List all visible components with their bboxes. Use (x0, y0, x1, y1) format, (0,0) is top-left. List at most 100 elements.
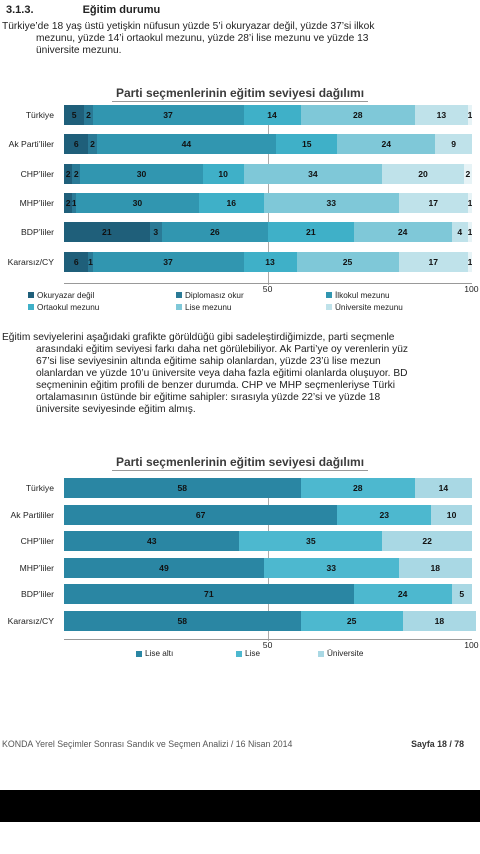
x-tick-label: 100 (464, 640, 479, 650)
bar-segment: 14 (414, 478, 472, 498)
category-label: CHP’liler (20, 168, 54, 179)
legend-label: Lise (245, 649, 261, 658)
category-label: Ak Parti’liler (8, 139, 54, 150)
bar-segment: 1 (467, 105, 472, 125)
legend-item: Ortaokul mezunu (28, 303, 99, 312)
legend-item: Üniversite (318, 649, 363, 658)
category-label: Türkiye (25, 110, 54, 120)
bar-segment: 1 (467, 192, 472, 213)
category-label: MHP’liler (19, 562, 54, 573)
bar-segment: 35 (239, 531, 383, 551)
bar-segment: 37 (92, 251, 244, 272)
bar-segment: 28 (300, 478, 415, 498)
x-axis (64, 282, 472, 284)
bar-segment: 58 (64, 610, 301, 631)
black-band (0, 790, 480, 822)
bar-segment: 2 (463, 163, 472, 184)
bar-segment: 1 (467, 251, 472, 272)
bar-segment: 25 (296, 251, 399, 272)
legend-label: Lise mezunu (185, 302, 232, 312)
category-label: CHP’liler (20, 536, 54, 546)
bar-segment: 3 (149, 222, 162, 243)
paragraph-line: seçmeninin eğitim profili de benzer duru… (36, 380, 395, 391)
bar-segment: 17 (398, 251, 468, 272)
paragraph-line: Türkiye’de 18 yaş üstü yetişkin nüfusun … (2, 21, 375, 32)
bar-segment: 30 (80, 163, 203, 184)
legend-swatch (28, 292, 34, 299)
x-tick-label: 100 (464, 283, 479, 294)
bar-segment: 1 (72, 192, 77, 213)
bar-segment: 25 (300, 610, 403, 631)
bar-segment: 34 (243, 163, 383, 184)
bar-segment: 30 (76, 192, 199, 213)
bar-segment: 6 (64, 134, 89, 155)
bar-segment: 5 (64, 105, 85, 125)
legend-item: İlkokul mezunu (326, 291, 390, 300)
legend-label: Üniversite (327, 649, 364, 658)
bar-segment: 67 (64, 504, 338, 525)
bar-segment: 23 (337, 504, 432, 525)
x-axis (64, 639, 472, 640)
section-number: 3.1.3. (6, 4, 34, 16)
bar-segment: 24 (353, 584, 452, 604)
paragraph-line: olanlardan ve yüzde 10’u üniversite veya… (36, 368, 408, 379)
bar-segment: 2 (88, 134, 97, 155)
paragraph-line: üniversite mezunu. (36, 45, 122, 56)
bar-segment: 18 (402, 610, 477, 631)
paragraph-line: arasındaki eğitim seviyesi farkı daha ne… (36, 344, 409, 355)
legend-label: Üniversite mezunu (335, 302, 403, 312)
bar-segment: 24 (353, 222, 452, 243)
legend-swatch (326, 292, 332, 299)
bar-segment: 9 (435, 134, 472, 155)
paragraph-line: ortalamasının üstünde bir eğitime sahipl… (36, 392, 381, 403)
paragraph-line: üniversite seviyesinde eğitim almış. (36, 404, 196, 415)
legend-label: Diplomasız okur (185, 290, 244, 300)
bar-segment: 1 (88, 251, 93, 272)
category-label: BDP’liler (21, 227, 54, 238)
bar-segment: 33 (263, 557, 399, 578)
bar-segment: 2 (64, 192, 73, 213)
legend-swatch (326, 304, 332, 311)
legend-swatch (236, 650, 242, 657)
legend-item: Diplomasız okur (176, 291, 244, 300)
chart-title-text: Parti seçmenlerinin eğitim seviyesi dağı… (111, 86, 369, 102)
bar-segment: 33 (263, 192, 399, 213)
bar-segment: 6 (64, 251, 89, 272)
paragraph-1: Türkiye’de 18 yaş üstü yetişkin nüfusun … (2, 21, 478, 57)
paragraph-line: mezunu, yüzde 14’i ortaokul mezunu, yüzd… (36, 33, 369, 44)
paragraph-line: Eğitim seviyelerini aşağıdaki grafikte g… (2, 332, 395, 343)
bar-segment: 21 (268, 222, 354, 243)
legend-label: İlkokul mezunu (335, 290, 390, 300)
bar-segment: 43 (64, 531, 240, 551)
legend-label: Ortaokul mezunu (37, 302, 100, 312)
bar-segment: 13 (414, 105, 468, 125)
category-label: Ak Partililer (10, 509, 54, 520)
legend-label: Okuryazar değil (37, 290, 95, 300)
bar-segment: 4 (451, 222, 468, 243)
legend-swatch (28, 304, 34, 311)
bar-segment: 49 (64, 557, 264, 578)
paragraph-2: Eğitim seviyelerini aşağıdaki grafikte g… (2, 332, 478, 416)
bar-segment: 5 (451, 584, 472, 604)
legend-item: Lise (236, 649, 260, 658)
bar-segment: 10 (202, 163, 244, 184)
x-tick-label: 50 (262, 283, 273, 294)
legend-item: Lise altı (136, 649, 173, 658)
paragraph-line: 67’si lise seviyesinin altında eğitime s… (36, 356, 381, 367)
legend-swatch (136, 650, 142, 657)
bar-segment: 24 (337, 134, 436, 155)
footer-citation: KONDA Yerel Seçimler Sonrası Sandık ve S… (2, 739, 293, 749)
page-number: Sayfa 18 / 78 (411, 739, 464, 749)
category-label: BDP’liler (21, 589, 54, 599)
bar-segment: 37 (92, 105, 244, 125)
bar-segment: 16 (198, 192, 264, 213)
category-label: Kararsız/CY (7, 615, 54, 626)
bar-segment: 20 (382, 163, 464, 184)
section-title: Eğitim durumu (82, 4, 161, 16)
legend-label: Lise altı (145, 649, 174, 658)
bar-segment: 15 (276, 134, 338, 155)
bar-segment: 22 (382, 531, 472, 551)
category-label: MHP’liler (19, 197, 54, 208)
bar-segment: 1 (467, 222, 472, 243)
chart-title: Parti seçmenlerinin eğitim seviyesi dağı… (0, 86, 480, 102)
